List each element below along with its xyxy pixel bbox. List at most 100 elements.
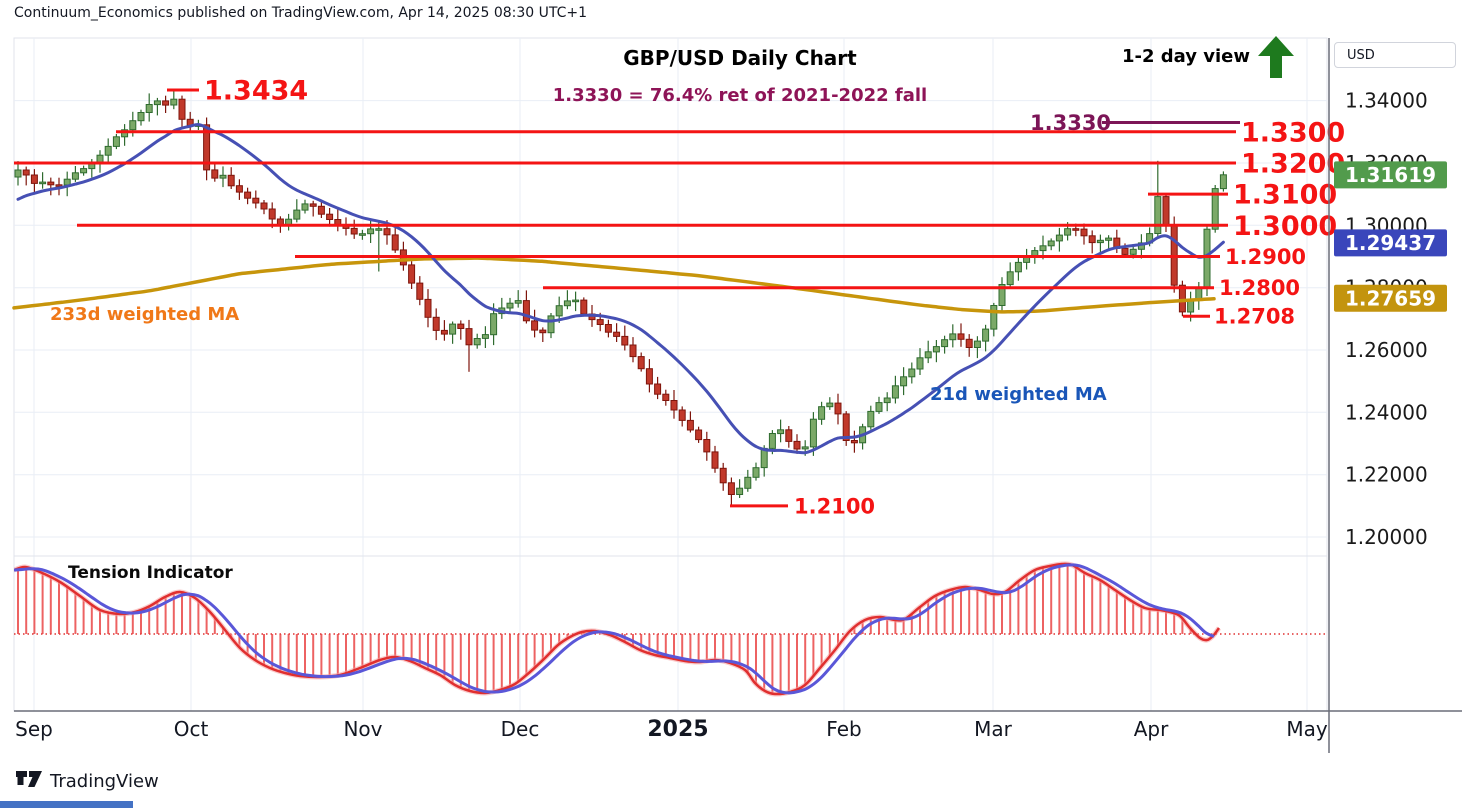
candle-body bbox=[547, 315, 555, 334]
price-tick-1.24000[interactable]: 1.24000 bbox=[1345, 400, 1428, 424]
candle-body bbox=[235, 185, 243, 193]
candle-up bbox=[818, 401, 826, 425]
candle-body bbox=[63, 178, 71, 186]
candle-down bbox=[408, 261, 416, 289]
candle-up bbox=[112, 134, 120, 150]
price-badge-ma21-value: 1.29437 bbox=[1334, 229, 1447, 257]
month-label-2025[interactable]: 2025 bbox=[647, 717, 708, 742]
price-tick-1.20000[interactable]: 1.20000 bbox=[1345, 525, 1428, 549]
candle-body bbox=[695, 429, 703, 441]
tension-indicator-label: Tension Indicator bbox=[68, 563, 233, 583]
candle-body bbox=[621, 335, 629, 346]
month-label-Sep[interactable]: Sep bbox=[15, 717, 53, 741]
month-label-Apr[interactable]: Apr bbox=[1134, 717, 1169, 741]
price-tick-1.26000[interactable]: 1.26000 bbox=[1345, 338, 1428, 362]
candle-body bbox=[227, 174, 235, 187]
candle-down bbox=[850, 430, 858, 453]
badge-bg bbox=[1334, 161, 1447, 189]
candle-down bbox=[244, 187, 252, 205]
currency-selector[interactable]: USD bbox=[1334, 42, 1456, 68]
month-label-Feb[interactable]: Feb bbox=[826, 717, 861, 741]
candle-body bbox=[490, 313, 498, 336]
month-label-May[interactable]: May bbox=[1286, 717, 1328, 741]
candle-body bbox=[555, 305, 563, 317]
candle-down bbox=[654, 376, 662, 400]
candle-down bbox=[47, 177, 55, 196]
candle-up bbox=[1055, 227, 1063, 252]
candle-body bbox=[916, 357, 924, 370]
candle-body bbox=[883, 397, 891, 404]
candle-body bbox=[1014, 261, 1022, 273]
candle-down bbox=[235, 179, 243, 200]
candle-down bbox=[629, 337, 637, 363]
candle-body bbox=[440, 329, 448, 335]
candle-body bbox=[1080, 228, 1088, 237]
candle-up bbox=[153, 97, 161, 116]
ma233-label: 233d weighted MA bbox=[50, 304, 240, 325]
candle-down bbox=[711, 445, 719, 473]
month-label-Nov[interactable]: Nov bbox=[343, 717, 382, 741]
candle-body bbox=[965, 338, 973, 348]
candle-body bbox=[891, 385, 899, 399]
candle-down bbox=[604, 319, 612, 338]
candle-body bbox=[457, 323, 465, 330]
candle-body bbox=[867, 410, 875, 428]
candle-up bbox=[891, 375, 899, 404]
price-tick-1.22000[interactable]: 1.22000 bbox=[1345, 463, 1428, 487]
candle-down bbox=[686, 411, 694, 433]
tradingview-logo-icon bbox=[16, 771, 42, 787]
candle-body bbox=[301, 203, 309, 211]
month-label-Dec[interactable]: Dec bbox=[501, 717, 540, 741]
candle-body bbox=[55, 184, 63, 187]
candle-up bbox=[145, 93, 153, 122]
candle-body bbox=[1154, 196, 1162, 235]
candle-body bbox=[252, 197, 260, 204]
candle-down bbox=[260, 200, 268, 215]
candle-body bbox=[1064, 228, 1072, 236]
tradingview-footer-link[interactable]: TradingView bbox=[16, 770, 159, 792]
candle-body bbox=[629, 344, 637, 358]
candle-down bbox=[793, 434, 801, 454]
candle-down bbox=[211, 163, 219, 182]
candle-down bbox=[465, 319, 473, 372]
candle-body bbox=[514, 300, 522, 304]
retracement-annotation: 1.3330 = 76.4% ret of 2021-2022 fall bbox=[552, 85, 928, 106]
candle-body bbox=[137, 112, 145, 122]
candle-body bbox=[80, 168, 88, 174]
tension-pane bbox=[14, 561, 1326, 697]
candle-down bbox=[432, 308, 440, 341]
candle-body bbox=[350, 227, 358, 235]
candle-down bbox=[531, 309, 539, 338]
candle-body bbox=[785, 429, 793, 442]
month-label-Mar[interactable]: Mar bbox=[974, 717, 1013, 741]
candle-down bbox=[1080, 223, 1088, 245]
attribution-text: Continuum_Economics published on Trading… bbox=[14, 5, 588, 21]
candle-up bbox=[900, 367, 908, 396]
candle-up bbox=[949, 324, 957, 348]
candle-up bbox=[932, 340, 940, 363]
candle-body bbox=[416, 282, 424, 300]
badge-value: 1.29437 bbox=[1345, 231, 1436, 255]
candle-down bbox=[695, 426, 703, 443]
candle-body bbox=[801, 446, 809, 450]
candle-body bbox=[203, 124, 211, 171]
level-label-1.2100: 1.2100 bbox=[794, 494, 875, 518]
candle-down bbox=[834, 393, 842, 425]
candle-body bbox=[112, 136, 120, 147]
price-tick-1.34000[interactable]: 1.34000 bbox=[1345, 89, 1428, 113]
candle-body bbox=[14, 169, 22, 178]
candle-body bbox=[39, 181, 47, 185]
candle-body bbox=[834, 402, 842, 415]
month-label-Oct[interactable]: Oct bbox=[174, 717, 209, 741]
level-label-1.2900: 1.2900 bbox=[1225, 245, 1306, 269]
candle-body bbox=[678, 409, 686, 421]
candle-body bbox=[129, 120, 137, 131]
candle-down bbox=[613, 323, 621, 342]
candle-up bbox=[916, 348, 924, 375]
price-badge-last-price: 1.31619 bbox=[1334, 161, 1447, 189]
candle-down bbox=[637, 352, 645, 372]
candle-body bbox=[1072, 228, 1080, 231]
candle-down bbox=[30, 169, 38, 194]
candle-down bbox=[645, 359, 653, 393]
